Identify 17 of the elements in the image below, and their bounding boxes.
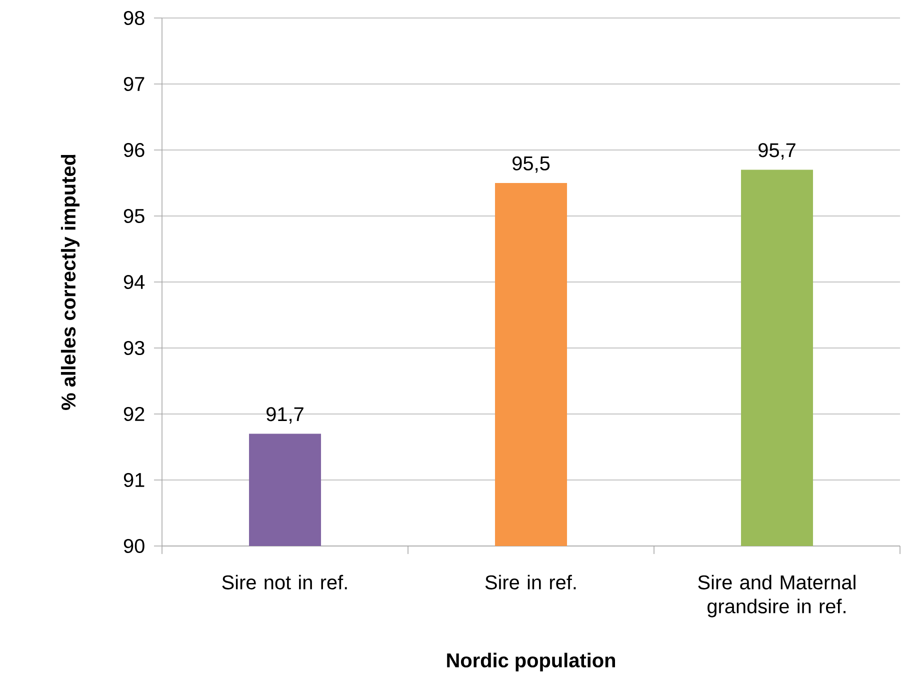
- data-label: 95,7: [758, 143, 796, 160]
- data-label: 91,7: [266, 407, 304, 424]
- y-tick-label: 92: [124, 406, 144, 422]
- y-tick-label: 94: [124, 274, 145, 290]
- y-tick-label: 95: [124, 208, 144, 224]
- y-tick-label: 93: [124, 340, 144, 356]
- y-axis-title: % alleles correctly imputed: [60, 154, 80, 410]
- y-tick-label: 90: [124, 538, 144, 554]
- y-tick-label: 91: [124, 472, 144, 488]
- y-tick-label: 98: [124, 10, 144, 26]
- y-tick-label: 97: [124, 76, 144, 92]
- x-axis-title: Nordic population: [447, 652, 616, 672]
- x-tick-label: Sire and Maternal grandsire in ref.: [698, 574, 856, 618]
- y-tick-label: 96: [124, 142, 144, 158]
- data-label: 95,5: [512, 156, 550, 173]
- x-tick-label: Sire in ref.: [485, 574, 576, 590]
- x-tick-label: Sire not in ref.: [222, 574, 347, 590]
